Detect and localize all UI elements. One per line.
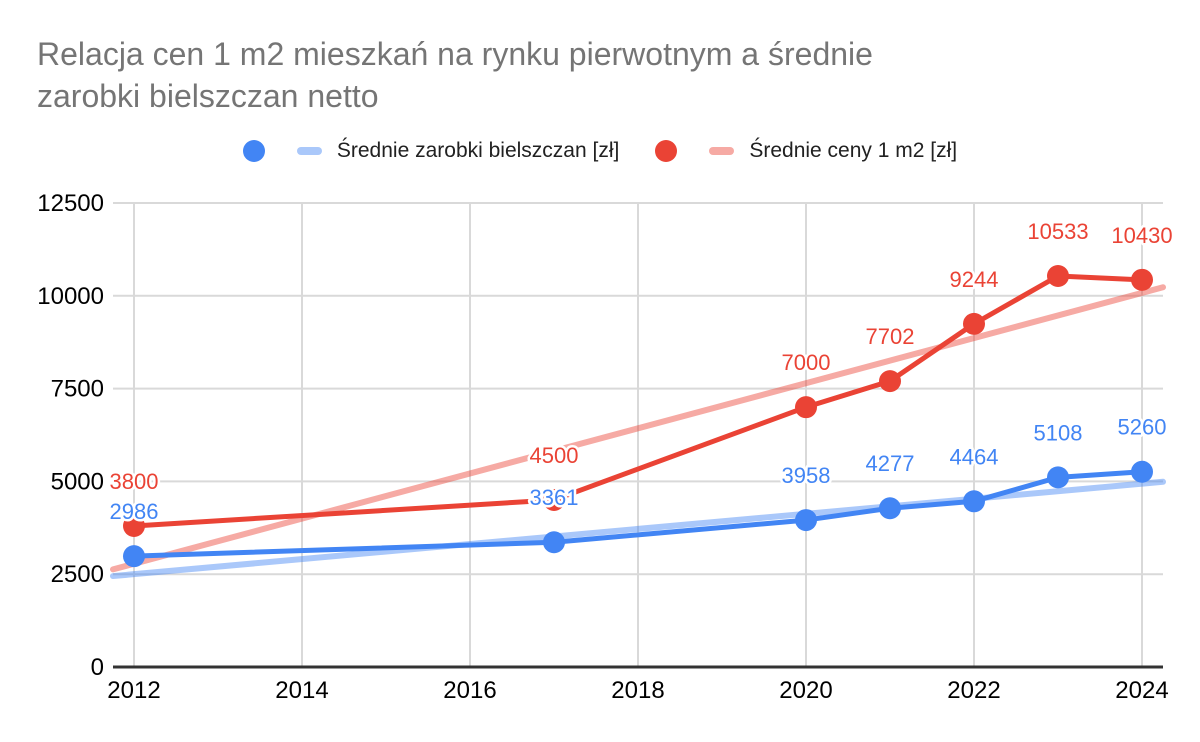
data-label: 5260 [1118, 415, 1167, 440]
y-axis-tick-label: 7500 [51, 376, 104, 403]
x-axis-tick-label: 2016 [443, 677, 496, 704]
data-point [543, 531, 565, 554]
series-point-swatch-icon [242, 140, 265, 162]
data-label: 3361 [530, 485, 579, 510]
data-label: 5108 [1034, 420, 1083, 445]
data-point [1131, 268, 1153, 291]
x-axis-tick-label: 2012 [107, 677, 160, 704]
x-axis-tick-label: 2024 [1115, 677, 1168, 704]
data-point [879, 497, 901, 520]
legend-item-zarobki[interactable]: Średnie zarobki bielszczan [zł] [242, 139, 620, 163]
data-label: 3800 [110, 469, 159, 494]
data-label: 3958 [782, 463, 831, 488]
y-axis-tick-label: 12500 [37, 190, 104, 217]
data-label: 10430 [1111, 223, 1172, 248]
data-point [123, 514, 145, 537]
chart-title-line1: Relacja cen 1 m2 mieszkań na rynku pierw… [37, 36, 873, 72]
data-point [879, 370, 901, 393]
legend-item-ceny[interactable]: Średnie ceny 1 m2 [zł] [655, 139, 957, 163]
x-axis-tick-label: 2022 [947, 677, 1000, 704]
data-label: 4277 [866, 451, 915, 476]
chart-title: Relacja cen 1 m2 mieszkań na rynku pierw… [37, 33, 873, 117]
legend-label-zarobki: Średnie zarobki bielszczan [zł] [336, 139, 620, 162]
data-point [543, 488, 565, 511]
legend-label-ceny: Średnie ceny 1 m2 [zł] [749, 139, 958, 162]
trendline [110, 284, 1166, 573]
data-point [1047, 466, 1069, 489]
y-axis-tick-label: 5000 [51, 468, 104, 495]
trendline-swatch-icon [296, 147, 322, 155]
x-axis-tick-label: 2014 [275, 677, 328, 704]
data-point [1047, 265, 1069, 288]
data-label: 9244 [950, 267, 999, 292]
data-label: 4500 [530, 443, 579, 468]
y-axis-tick-label: 2500 [51, 561, 104, 588]
y-axis-tick-label: 0 [91, 654, 104, 681]
data-point [963, 490, 985, 513]
data-point [795, 509, 817, 532]
data-label: 7702 [866, 324, 915, 349]
y-axis-tick-label: 10000 [37, 283, 104, 310]
x-axis-tick-label: 2020 [779, 677, 832, 704]
data-point [1131, 460, 1153, 483]
data-point [963, 312, 985, 335]
data-point [795, 396, 817, 419]
data-label: 2986 [110, 499, 159, 524]
data-point [123, 545, 145, 568]
data-label: 10533 [1027, 219, 1088, 244]
x-axis-tick-label: 2018 [611, 677, 664, 704]
chart-title-line2: zarobki bielszczan netto [37, 78, 379, 114]
series-point-swatch-icon [655, 140, 678, 162]
chart-legend: Średnie zarobki bielszczan [zł] Średnie … [0, 139, 1200, 163]
data-label: 4464 [950, 444, 999, 469]
data-label: 7000 [782, 350, 831, 375]
trendline-swatch-icon [709, 147, 735, 155]
